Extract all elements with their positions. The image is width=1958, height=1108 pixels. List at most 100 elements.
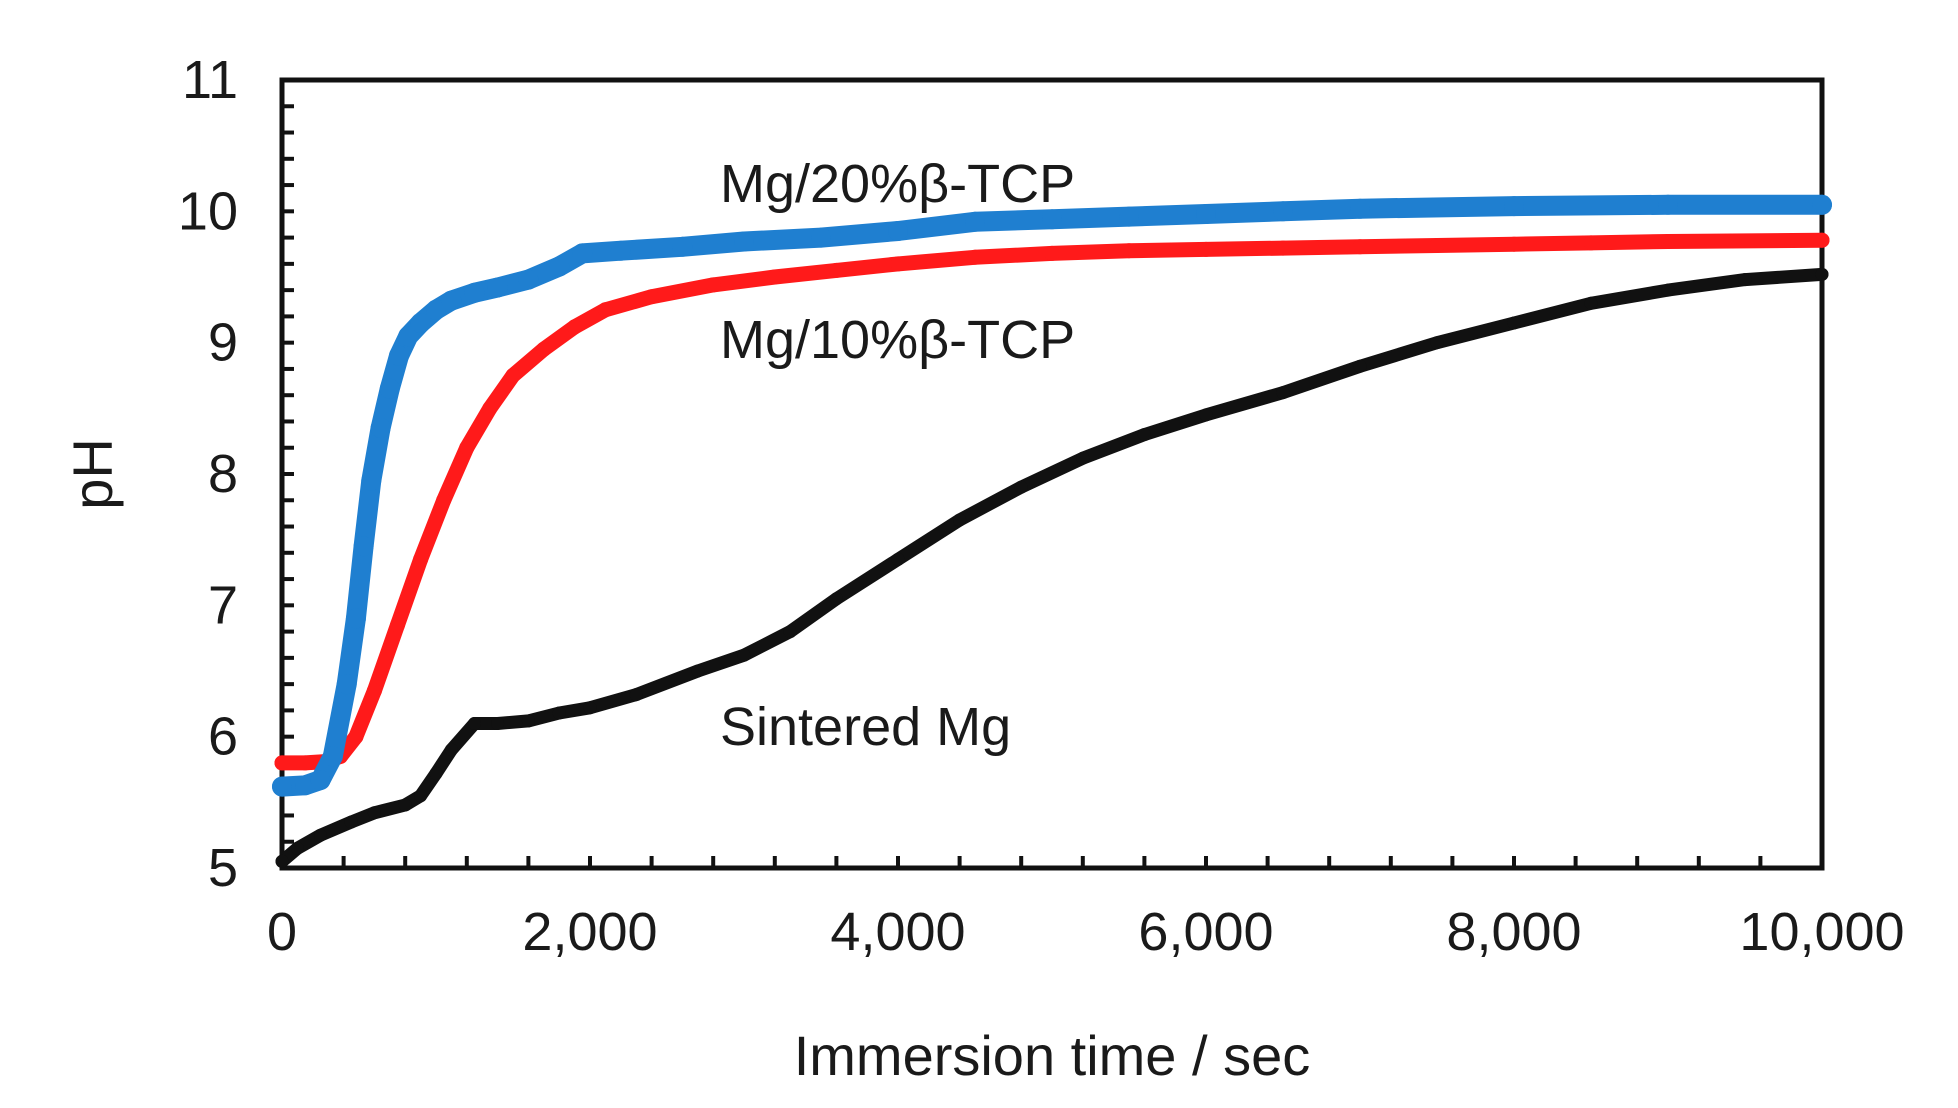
data-point bbox=[767, 269, 783, 285]
series-layer bbox=[272, 194, 1832, 868]
data-point bbox=[644, 289, 660, 305]
data-point bbox=[487, 277, 508, 298]
data-point bbox=[464, 282, 485, 303]
data-point bbox=[389, 345, 409, 366]
data-point bbox=[1353, 359, 1367, 373]
data-point bbox=[413, 551, 429, 567]
data-point bbox=[353, 536, 374, 557]
data-point bbox=[1507, 316, 1521, 330]
data-point bbox=[967, 249, 983, 265]
data-point bbox=[444, 743, 458, 757]
series-label-mg-20-tcp: Mg/20%β-TCP bbox=[720, 154, 1075, 214]
data-point bbox=[410, 313, 431, 333]
data-point bbox=[314, 828, 327, 842]
x-tick-label: 10,000 bbox=[1739, 902, 1904, 962]
data-point bbox=[272, 776, 292, 797]
data-point bbox=[536, 341, 552, 357]
data-point bbox=[344, 815, 358, 829]
data-point bbox=[672, 236, 693, 257]
data-point bbox=[297, 755, 313, 771]
data-point bbox=[1658, 194, 1678, 215]
data-point bbox=[1812, 194, 1832, 215]
data-point bbox=[366, 683, 382, 699]
data-point bbox=[1121, 243, 1137, 259]
data-point bbox=[322, 746, 343, 767]
y-tick-label: 10 bbox=[178, 181, 238, 241]
data-point bbox=[691, 664, 705, 678]
x-minor-ticks bbox=[280, 856, 1824, 868]
data-point bbox=[890, 256, 906, 272]
data-point bbox=[295, 775, 316, 796]
data-point bbox=[1506, 236, 1522, 252]
data-point bbox=[459, 440, 475, 456]
x-tick-label: 0 bbox=[267, 902, 297, 962]
data-point bbox=[1661, 283, 1675, 297]
data-point bbox=[505, 368, 521, 383]
series-label-mg-10-tcp: Mg/10%β-TCP bbox=[720, 310, 1075, 370]
data-point bbox=[345, 608, 366, 629]
data-point bbox=[290, 841, 304, 855]
data-point bbox=[521, 714, 535, 728]
data-point bbox=[1504, 196, 1524, 217]
data-point bbox=[398, 326, 419, 347]
data-point bbox=[1014, 480, 1028, 494]
data-point bbox=[1199, 408, 1213, 422]
data-point bbox=[1196, 204, 1216, 224]
data-point bbox=[572, 243, 593, 264]
data-point bbox=[953, 513, 967, 527]
data-point bbox=[336, 674, 357, 695]
data-point bbox=[1660, 234, 1676, 249]
data-point bbox=[367, 806, 381, 820]
data-point bbox=[1815, 267, 1829, 281]
data-point bbox=[1137, 428, 1151, 442]
y-tick-label: 11 bbox=[182, 50, 238, 110]
data-point bbox=[891, 552, 905, 566]
x-tick-label: 6,000 bbox=[1138, 902, 1273, 962]
data-point bbox=[436, 492, 452, 508]
data-point bbox=[1738, 273, 1752, 287]
data-point bbox=[1273, 201, 1293, 222]
data-point bbox=[567, 319, 583, 335]
y-tick-label: 8 bbox=[208, 444, 238, 504]
y-tick-labels: 5 6 7 8 9 10 11 bbox=[178, 50, 238, 898]
data-point bbox=[1119, 206, 1139, 227]
data-point bbox=[583, 701, 597, 715]
y-axis-title: pH bbox=[61, 438, 124, 510]
data-point bbox=[888, 221, 908, 241]
y-tick-label: 7 bbox=[208, 575, 238, 635]
data-point bbox=[482, 400, 498, 416]
x-tick-label: 2,000 bbox=[522, 902, 657, 962]
data-point bbox=[1430, 336, 1444, 350]
data-point bbox=[1042, 209, 1062, 230]
data-point bbox=[274, 755, 290, 771]
data-point bbox=[348, 729, 364, 745]
data-point bbox=[734, 231, 754, 252]
data-point bbox=[398, 798, 412, 812]
data-point bbox=[1352, 239, 1368, 255]
x-tick-label: 4,000 bbox=[830, 902, 965, 962]
data-point bbox=[705, 277, 721, 293]
data-point bbox=[361, 470, 382, 491]
x-tick-labels: 0 2,000 4,000 6,000 8,000 10,000 bbox=[267, 902, 1905, 962]
data-point bbox=[1429, 238, 1445, 253]
data-point bbox=[629, 688, 643, 702]
x-tick-label: 8,000 bbox=[1446, 902, 1581, 962]
data-point bbox=[737, 648, 751, 662]
series-label-sintered-mg: Sintered Mg bbox=[720, 697, 1011, 757]
data-point bbox=[1076, 451, 1090, 465]
data-point bbox=[429, 766, 443, 780]
data-point bbox=[468, 717, 481, 730]
data-point bbox=[414, 789, 428, 803]
data-point bbox=[1583, 235, 1599, 251]
data-point bbox=[828, 262, 844, 278]
data-point bbox=[552, 706, 566, 720]
data-point bbox=[491, 717, 505, 730]
data-point bbox=[1584, 296, 1598, 310]
data-point bbox=[275, 854, 289, 868]
data-point bbox=[1044, 245, 1060, 261]
data-point bbox=[965, 211, 985, 232]
data-point bbox=[811, 227, 831, 248]
data-point bbox=[370, 418, 391, 438]
data-point bbox=[310, 770, 331, 790]
